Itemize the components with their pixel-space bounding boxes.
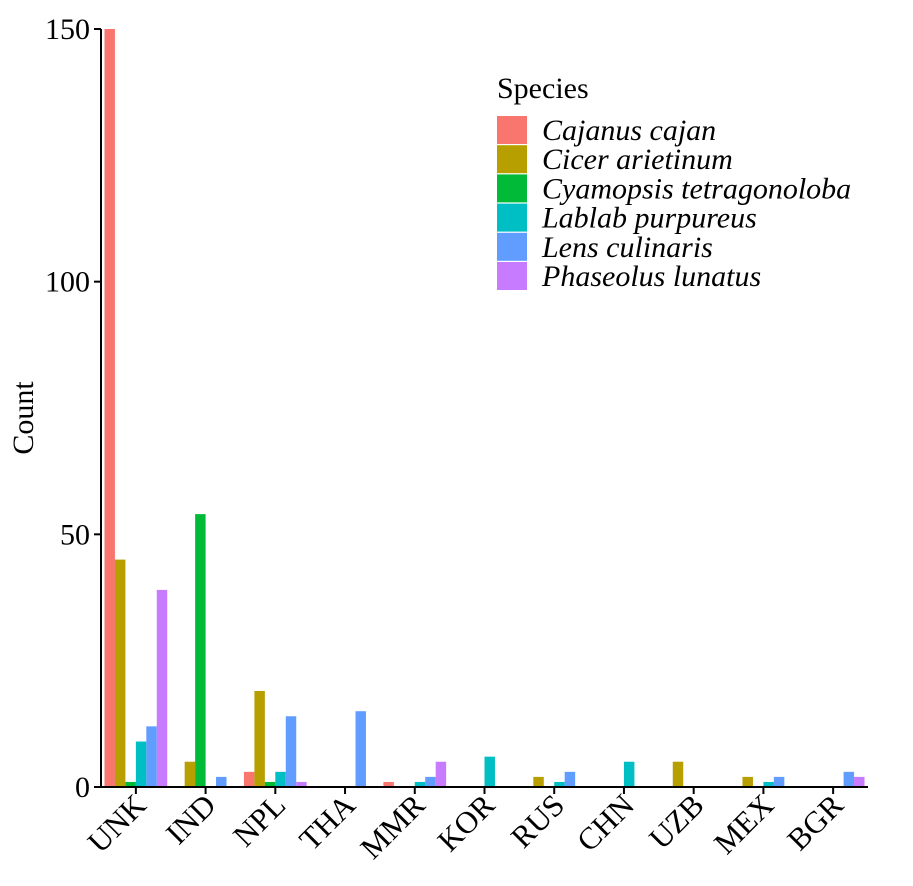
bar-rus-series-1 xyxy=(533,776,544,787)
bar-unk-series-0 xyxy=(104,29,115,787)
legend-entry-0: Cajanus cajan xyxy=(542,114,716,147)
bar-bgr-series-4 xyxy=(843,771,855,787)
y-tick-label: 100 xyxy=(45,266,90,299)
bar-ind-series-4 xyxy=(216,776,227,787)
bar-tha-series-4 xyxy=(355,711,366,787)
bar-npl-series-4 xyxy=(285,716,297,787)
y-axis-label: Count xyxy=(7,381,40,455)
y-tick-label: 150 xyxy=(45,13,90,46)
bar-mex-series-3 xyxy=(763,781,774,787)
bars-group xyxy=(104,29,865,787)
x-tick-label-npl: NPL xyxy=(226,787,292,853)
x-tick-label-bgr: BGR xyxy=(780,787,850,857)
y-tick-label: 50 xyxy=(60,518,90,551)
bar-npl-series-1 xyxy=(254,690,265,787)
legend-entry-3: Lablab purpureus xyxy=(541,202,757,235)
bar-unk-series-4 xyxy=(146,726,157,787)
bar-unk-series-3 xyxy=(135,741,147,787)
legend-key-5 xyxy=(497,262,527,290)
bar-npl-series-5 xyxy=(296,781,307,787)
x-tick-label-rus: RUS xyxy=(504,787,571,854)
legend-key-0 xyxy=(497,116,527,144)
bar-ind-series-1 xyxy=(184,761,196,787)
bar-ind-series-2 xyxy=(195,514,206,787)
legend-entry-5: Phaseolus lunatus xyxy=(541,260,761,293)
x-tick-label-ind: IND xyxy=(159,787,223,851)
legend-key-1 xyxy=(497,145,527,174)
x-tick-label-uzb: UZB xyxy=(642,787,711,856)
x-tick-label-tha: THA xyxy=(292,787,362,857)
y-tick-label: 0 xyxy=(75,771,90,804)
legend-entry-1: Cicer arietinum xyxy=(542,143,733,176)
bar-npl-series-0 xyxy=(243,771,255,787)
bar-npl-series-3 xyxy=(275,771,286,787)
axes-group xyxy=(100,29,868,788)
bar-mex-series-1 xyxy=(742,776,753,787)
legend-key-3 xyxy=(497,203,527,232)
y-ticks-group: 0 50 100 150 xyxy=(45,13,101,804)
bar-mex-series-4 xyxy=(773,776,785,787)
bar-mmr-series-0 xyxy=(383,781,394,787)
bar-unk-series-5 xyxy=(156,589,168,787)
bar-rus-series-3 xyxy=(554,781,565,787)
x-tick-label-mex: MEX xyxy=(707,787,780,860)
x-tick-label-chn: CHN xyxy=(570,787,641,858)
bar-kor-series-3 xyxy=(484,756,495,787)
bar-bgr-series-5 xyxy=(854,776,865,787)
bar-unk-series-2 xyxy=(125,781,136,787)
bar-unk-series-1 xyxy=(114,559,126,787)
bar-mmr-series-4 xyxy=(425,776,436,787)
bar-npl-series-2 xyxy=(264,781,276,787)
bar-mmr-series-3 xyxy=(414,781,426,787)
legend-title: Species xyxy=(497,72,589,105)
legend-key-2 xyxy=(497,174,527,203)
legend-entry-4: Lens culinaris xyxy=(541,231,713,264)
bar-mmr-series-5 xyxy=(435,761,447,787)
x-tick-label-unk: UNK xyxy=(81,787,154,860)
legend-entry-2: Cyamopsis tetragonoloba xyxy=(542,172,851,205)
x-tick-label-kor: KOR xyxy=(430,787,501,858)
legend-key-4 xyxy=(497,232,527,261)
bar-rus-series-4 xyxy=(564,771,576,787)
bar-chn-series-3 xyxy=(623,761,635,787)
x-tick-label-mmr: MMR xyxy=(353,787,432,866)
bar-uzb-series-1 xyxy=(672,761,684,787)
